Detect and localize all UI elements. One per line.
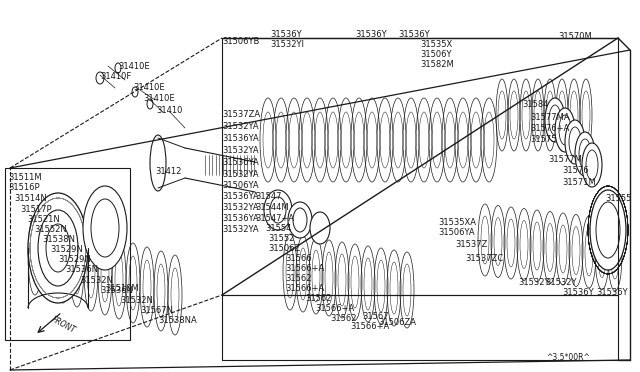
Text: 31532N: 31532N [120,296,153,305]
Text: 31566+A: 31566+A [285,284,324,293]
Text: 31532YA: 31532YA [222,146,259,155]
Text: 31506Z: 31506Z [268,244,300,253]
Text: 31532YI: 31532YI [270,40,304,49]
Text: 31506Y: 31506Y [420,50,451,59]
Text: 31532N: 31532N [80,276,113,285]
Text: 31566+A: 31566+A [350,322,389,331]
Text: 31570M: 31570M [558,32,592,41]
Text: 31410F: 31410F [100,72,131,81]
Text: 31532YA: 31532YA [222,122,259,131]
Ellipse shape [582,143,602,187]
Text: 31532YA: 31532YA [222,225,259,234]
Text: 31571M: 31571M [562,178,596,187]
Text: 31529N: 31529N [58,255,91,264]
Ellipse shape [555,108,575,152]
Text: 31536Y: 31536Y [355,30,387,39]
Ellipse shape [288,202,312,238]
Text: 31536N: 31536N [65,265,98,274]
Text: 31547+A: 31547+A [255,214,294,223]
Text: 31511M: 31511M [8,173,42,182]
Text: 31532YA: 31532YA [222,203,259,212]
Text: FRONT: FRONT [50,315,77,335]
Text: 31537Z: 31537Z [455,240,488,249]
Text: 31535XA: 31535XA [438,218,476,227]
Text: 31410E: 31410E [133,83,164,92]
Text: 31536Y: 31536Y [596,288,628,297]
Text: 31577M: 31577M [548,155,582,164]
Text: 31562: 31562 [285,274,312,283]
Text: 31552N: 31552N [34,225,67,234]
Text: 31538NA: 31538NA [158,316,196,325]
Text: 31555: 31555 [605,194,632,203]
Text: 31510M: 31510M [105,284,139,293]
Ellipse shape [590,190,626,270]
Text: 31576+A: 31576+A [530,124,569,133]
Text: 31410: 31410 [156,106,182,115]
Text: 31536Y: 31536Y [562,288,594,297]
Text: 31516P: 31516P [8,183,40,192]
Text: 31535X: 31535X [420,40,452,49]
Ellipse shape [28,193,88,303]
Text: ^3.5*00R^: ^3.5*00R^ [546,353,590,362]
Text: 31537ZA: 31537ZA [222,110,260,119]
Text: 31566+A: 31566+A [285,264,324,273]
Text: 31576: 31576 [562,166,589,175]
Text: 31544M: 31544M [255,203,289,212]
Ellipse shape [310,212,330,244]
Text: 31532Y: 31532Y [518,278,550,287]
Text: 31547: 31547 [255,192,282,201]
Text: 31514N: 31514N [14,194,47,203]
Text: 31582M: 31582M [420,60,454,69]
Text: 31536YA: 31536YA [222,134,259,143]
Text: 31410E: 31410E [143,94,175,103]
Ellipse shape [575,132,595,176]
Text: 31506YA: 31506YA [222,181,259,190]
Text: 31536Y: 31536Y [398,30,429,39]
Text: 31536Y: 31536Y [270,30,301,39]
Text: 31584: 31584 [522,100,548,109]
Text: 31567: 31567 [362,312,388,321]
Text: 31532YA: 31532YA [222,170,259,179]
Text: 31562: 31562 [330,314,356,323]
Text: 31575: 31575 [530,135,557,144]
Ellipse shape [264,190,292,230]
Text: 31577MA: 31577MA [530,113,570,122]
Text: 31536YA: 31536YA [222,192,259,201]
Text: 31536YA: 31536YA [222,214,259,223]
Text: 31532Y: 31532Y [545,278,577,287]
Text: 31529N: 31529N [50,245,83,254]
Ellipse shape [545,98,565,142]
Text: 31506YA: 31506YA [438,228,475,237]
Text: 31536YA: 31536YA [222,158,259,167]
Ellipse shape [565,120,585,164]
Text: 31554: 31554 [265,224,291,233]
Text: 31412: 31412 [155,167,181,176]
Text: 31562: 31562 [305,294,332,303]
Text: 31566+A: 31566+A [315,304,355,313]
Text: 31410E: 31410E [118,62,150,71]
Text: 31506YB: 31506YB [222,37,259,46]
Text: 31538N: 31538N [42,235,75,244]
Text: 31552: 31552 [268,234,294,243]
Text: 31521N: 31521N [27,215,60,224]
Text: 31566: 31566 [285,254,312,263]
Text: 31537ZC: 31537ZC [465,254,503,263]
Text: 31506ZA: 31506ZA [378,318,416,327]
Text: 31536N: 31536N [100,286,133,295]
Text: 31567N: 31567N [140,306,173,315]
Text: 31517P: 31517P [20,205,52,214]
Ellipse shape [83,186,127,270]
